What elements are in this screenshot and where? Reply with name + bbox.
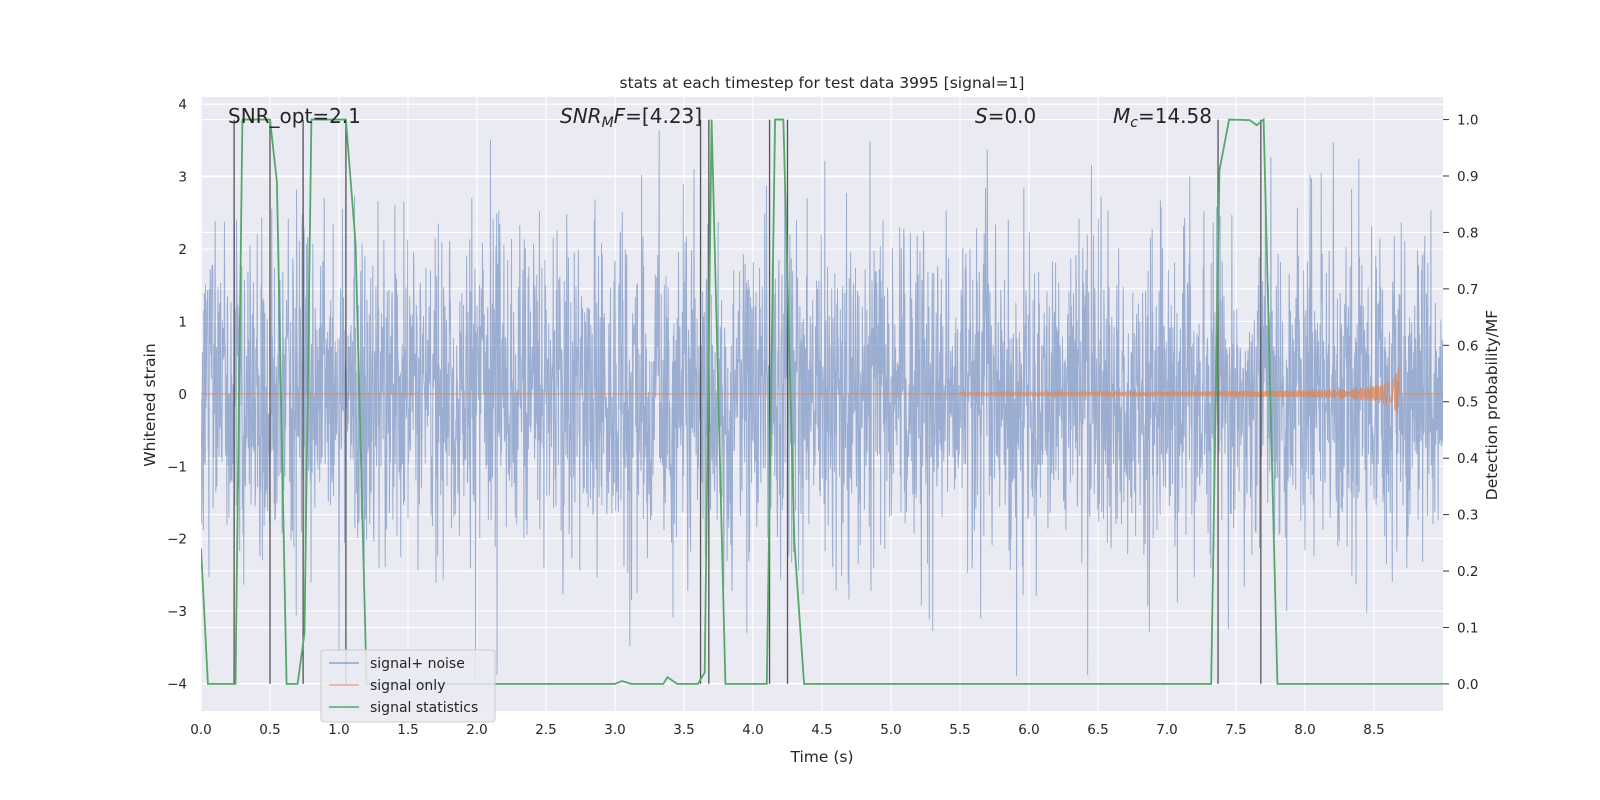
y-tick-label: −4 xyxy=(167,676,187,692)
series-signal-only xyxy=(201,366,1443,415)
y2-tick-label: 1.0 xyxy=(1457,113,1478,129)
y-axis-ticks: −4 −3 −2 −1 0 1 2 3 4 xyxy=(167,97,187,692)
legend-label-signal-statistics: signal statistics xyxy=(370,700,478,716)
annotation-snr-mf-sub: M xyxy=(602,115,614,131)
y-tick-label: −2 xyxy=(167,532,187,548)
annotation-mc-value: =14.58 xyxy=(1138,104,1212,128)
x-tick-label: 5.5 xyxy=(949,722,970,738)
y2-tick-label: 0.9 xyxy=(1457,169,1478,185)
y2-tick-label: 0.8 xyxy=(1457,225,1478,241)
y-tick-label: −1 xyxy=(167,459,187,475)
y2-tick-label: 0.6 xyxy=(1457,338,1478,354)
y-tick-label: 0 xyxy=(178,387,187,403)
x-tick-label: 6.5 xyxy=(1087,722,1108,738)
y2-axis-ticks: 0.0 0.1 0.2 0.3 0.4 0.5 0.6 0.7 0.8 0.9 1.0 xyxy=(1443,113,1478,693)
x-tick-label: 6.0 xyxy=(1018,722,1039,738)
y-axis-label: Whitened strain xyxy=(141,343,159,466)
x-tick-label: 3.5 xyxy=(673,722,694,738)
annotation-mc: Mc=14.58 xyxy=(1113,104,1212,131)
x-tick-label: 4.0 xyxy=(742,722,763,738)
detection-markers xyxy=(233,119,1262,684)
series-signal-statistics-line xyxy=(201,117,1443,685)
legend-box xyxy=(320,649,496,723)
legend-label-signal-only: signal only xyxy=(370,678,445,694)
annotation-snr-mf-f: F xyxy=(614,104,626,128)
x-axis-ticks: 0.0 0.5 1.0 1.5 2.0 2.5 3.0 3.5 4.0 4.5 5.0 5.5 6.0 6… xyxy=(190,722,1384,738)
y2-tick-label: 0.5 xyxy=(1457,395,1478,411)
x-tick-label: 1.5 xyxy=(397,722,418,738)
y2-axis-label: Detection probability/MF xyxy=(1483,310,1501,501)
x-tick-label: 2.0 xyxy=(466,722,487,738)
annotation-snr-mf-value: =[4.23] xyxy=(625,104,702,128)
x-tick-label: 1.0 xyxy=(328,722,349,738)
series-signal-only-line xyxy=(201,366,1443,415)
annotation-snr-opt-text: SNR_opt=2.1 xyxy=(228,104,361,128)
y-tick-label: 2 xyxy=(178,242,187,258)
annotation-s: S=0.0 xyxy=(975,104,1036,128)
y2-tick-label: 0.3 xyxy=(1457,508,1478,524)
series-signal-statistics xyxy=(201,117,1443,685)
annotation-s-value: =0.0 xyxy=(988,104,1037,128)
y2-tick-label: 0.2 xyxy=(1457,564,1478,580)
annotation-mc-sub: c xyxy=(1130,115,1138,131)
annotation-s-symbol: S xyxy=(975,104,988,128)
annotation-mc-symbol: M xyxy=(1113,104,1130,128)
x-tick-label: 0.0 xyxy=(190,722,211,738)
y-tick-label: 3 xyxy=(178,170,187,186)
x-tick-label: 3.0 xyxy=(604,722,625,738)
x-tick-label: 4.5 xyxy=(811,722,832,738)
x-tick-label: 5.0 xyxy=(880,722,901,738)
chart-title: stats at each timestep for test data 399… xyxy=(620,74,1025,92)
y2-tick-label: 0.0 xyxy=(1457,677,1478,693)
y-tick-label: −3 xyxy=(167,604,187,620)
annotation-snr-mf-symbol: SNR xyxy=(560,104,602,128)
x-tick-label: 7.0 xyxy=(1156,722,1177,738)
legend: signal+ noise signal only signal statist… xyxy=(320,649,496,723)
legend-label-signal-noise: signal+ noise xyxy=(370,656,465,672)
y2-tick-label: 0.7 xyxy=(1457,282,1478,298)
x-tick-label: 8.0 xyxy=(1294,722,1315,738)
y2-tick-label: 0.1 xyxy=(1457,620,1478,636)
y2-tick-label: 0.4 xyxy=(1457,451,1478,467)
y-tick-label: 1 xyxy=(178,314,187,330)
x-tick-label: 8.5 xyxy=(1363,722,1384,738)
x-tick-label: 7.5 xyxy=(1225,722,1246,738)
x-tick-label: 0.5 xyxy=(259,722,280,738)
annotation-snr-opt: SNR_opt=2.1 xyxy=(228,104,361,128)
x-axis-label: Time (s) xyxy=(789,748,853,766)
y-tick-label: 4 xyxy=(178,97,187,113)
annotation-snr-mf: SNRMF=[4.23] xyxy=(560,104,702,131)
x-tick-label: 2.5 xyxy=(535,722,556,738)
